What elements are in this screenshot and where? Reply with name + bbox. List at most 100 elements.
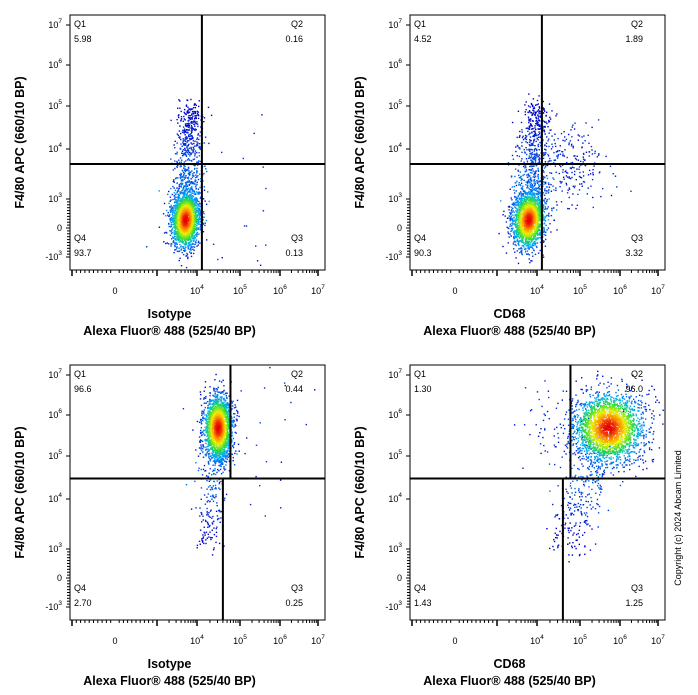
event-dot xyxy=(182,193,185,196)
event-dot xyxy=(567,189,569,191)
event-dot xyxy=(176,187,178,189)
event-dot xyxy=(518,136,521,138)
event-dot xyxy=(521,237,523,239)
event-dot xyxy=(158,226,161,228)
event-dot xyxy=(534,181,536,183)
event-dot xyxy=(202,216,204,218)
event-dot xyxy=(174,243,176,245)
event-dot xyxy=(533,174,535,176)
event-dot xyxy=(190,231,192,233)
event-dot xyxy=(187,257,189,260)
event-dot xyxy=(187,129,190,131)
event-dot xyxy=(189,236,191,238)
event-dot xyxy=(609,165,612,167)
event-dot xyxy=(571,161,574,164)
event-dot xyxy=(528,234,530,236)
event-dot xyxy=(518,205,520,208)
event-dot xyxy=(534,145,536,147)
quadrant-percent-q4: 93.7 xyxy=(74,248,92,258)
event-dot xyxy=(191,229,194,231)
event-dot xyxy=(530,246,533,248)
event-dot xyxy=(538,188,541,190)
event-dot xyxy=(524,104,526,106)
event-dot xyxy=(556,229,558,231)
event-dot xyxy=(194,179,196,181)
event-dot xyxy=(194,207,196,210)
event-dot xyxy=(534,133,537,135)
event-dot xyxy=(190,247,192,249)
quadrant-percent-q3: 0.13 xyxy=(285,248,303,258)
event-dot xyxy=(562,139,564,142)
event-dot xyxy=(167,214,169,216)
event-dot xyxy=(528,192,530,194)
event-dot xyxy=(588,169,591,172)
event-dot xyxy=(171,208,173,210)
event-dot xyxy=(522,174,524,177)
event-dot xyxy=(196,143,198,145)
event-dot xyxy=(529,180,532,182)
event-dot xyxy=(538,211,541,214)
event-dot xyxy=(519,148,521,150)
event-dot xyxy=(513,211,515,213)
event-dot xyxy=(518,244,520,246)
event-dot xyxy=(519,251,521,254)
event-dot xyxy=(538,226,540,229)
event-dot xyxy=(183,178,185,180)
event-dot xyxy=(191,206,193,208)
event-dot xyxy=(185,181,188,184)
event-dot xyxy=(510,197,512,199)
event-dot xyxy=(577,159,580,161)
event-dot xyxy=(178,116,180,119)
event-dot xyxy=(175,193,177,196)
event-dot xyxy=(182,195,185,197)
event-dot xyxy=(528,202,530,204)
event-dot xyxy=(531,232,533,234)
event-dot xyxy=(555,187,557,189)
event-dot xyxy=(553,178,555,180)
event-dot xyxy=(532,176,534,178)
event-dot xyxy=(181,233,183,235)
event-dot xyxy=(194,180,196,182)
event-dot xyxy=(183,234,185,236)
event-dot xyxy=(179,217,181,219)
event-dot xyxy=(203,216,205,218)
event-dot xyxy=(526,185,529,187)
event-dot xyxy=(177,235,180,237)
event-dot xyxy=(581,147,583,149)
event-dot xyxy=(536,121,538,123)
event-dot xyxy=(174,238,177,240)
event-dot xyxy=(530,260,532,262)
event-dot xyxy=(516,239,518,241)
event-dot xyxy=(533,172,536,175)
event-dot xyxy=(550,172,553,174)
x-axis-title-marker: Isotype xyxy=(148,307,192,321)
event-dot xyxy=(197,200,199,202)
event-dot xyxy=(192,195,194,197)
event-dot xyxy=(182,201,185,203)
event-dot xyxy=(563,155,566,157)
event-dot xyxy=(527,253,529,255)
event-dot xyxy=(182,241,184,243)
event-dot xyxy=(194,228,196,230)
event-dot xyxy=(550,183,552,186)
event-dot xyxy=(196,167,198,170)
event-dot xyxy=(544,234,547,236)
event-dot xyxy=(188,226,191,229)
event-dot xyxy=(524,201,527,204)
event-dot xyxy=(527,174,530,176)
event-dot xyxy=(182,186,185,188)
event-dot xyxy=(192,115,194,118)
event-dot xyxy=(196,151,198,154)
event-dot xyxy=(553,139,555,141)
event-dot xyxy=(178,236,181,238)
event-dot xyxy=(536,182,539,184)
event-dot xyxy=(524,235,527,237)
event-dot xyxy=(185,229,188,231)
event-dot xyxy=(532,156,534,158)
event-dot xyxy=(545,186,548,188)
event-dot xyxy=(170,208,172,210)
event-dot xyxy=(576,204,579,206)
event-dot xyxy=(527,130,529,132)
event-dot xyxy=(187,172,190,174)
event-dot xyxy=(174,245,176,247)
